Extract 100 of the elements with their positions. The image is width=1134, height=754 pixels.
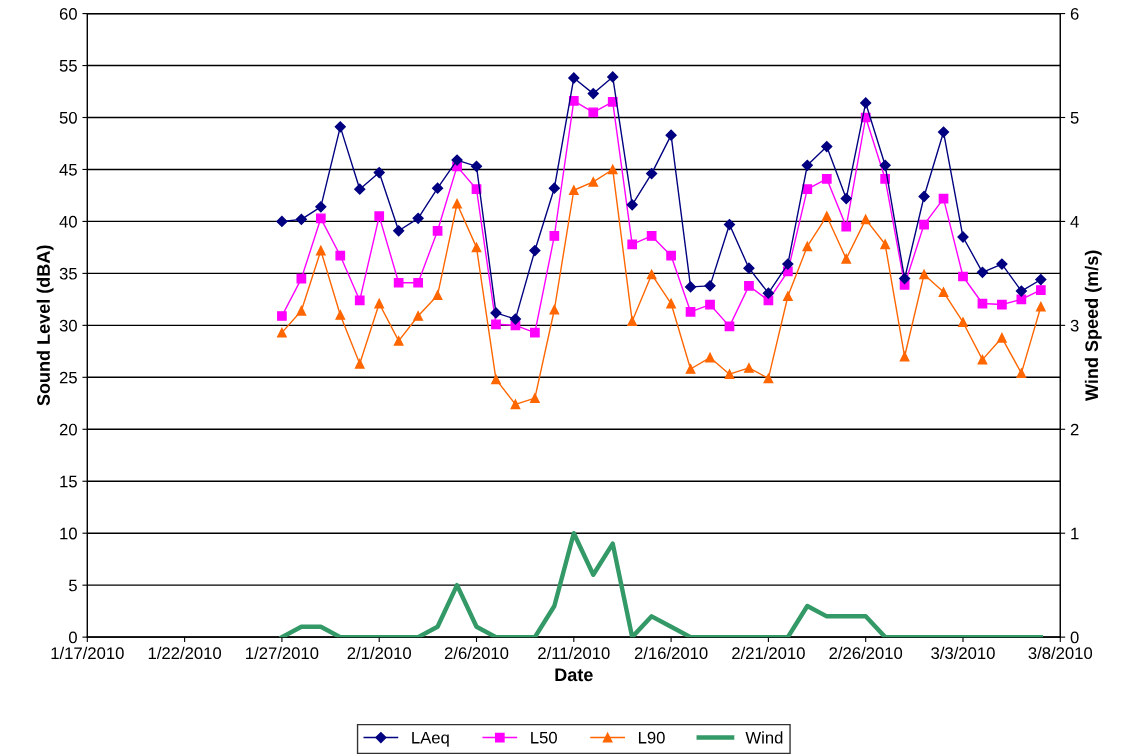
y-tick-label: 40 [59, 215, 77, 228]
x-tick-label: 3/3/2010 [931, 646, 995, 660]
point [841, 221, 852, 232]
point [744, 363, 754, 373]
point [529, 244, 541, 257]
point [958, 317, 968, 328]
point [685, 364, 696, 374]
point [918, 190, 930, 203]
y-tick-label: 0 [68, 631, 77, 644]
y-tick-label: 35 [59, 267, 77, 280]
point [801, 159, 813, 171]
point [666, 298, 676, 309]
point [627, 239, 638, 250]
point [1035, 301, 1046, 312]
point [549, 231, 560, 241]
point [665, 129, 677, 141]
point [354, 183, 366, 195]
y-tick-label: 55 [59, 60, 77, 72]
point [646, 269, 657, 280]
legend-label: Wind [745, 731, 783, 744]
point [1035, 274, 1047, 286]
point [354, 295, 365, 306]
point [315, 213, 326, 224]
line-series [279, 530, 1044, 638]
point [568, 96, 579, 106]
point [938, 287, 949, 297]
legend-label: LAeq [412, 731, 449, 747]
point [607, 164, 618, 175]
point [470, 160, 483, 172]
point [705, 299, 715, 310]
y-tick-label: 60 [59, 7, 77, 20]
point [548, 182, 560, 194]
point [744, 280, 754, 291]
point [996, 258, 1008, 270]
point [821, 211, 832, 222]
point [277, 327, 287, 338]
point [315, 245, 326, 256]
point [276, 215, 288, 228]
point [491, 374, 501, 385]
point [666, 250, 676, 261]
point [393, 277, 404, 288]
x-tick-label: 1/22/2010 [148, 646, 222, 660]
point [705, 352, 715, 363]
x-tick-label: 2/1/2010 [347, 646, 411, 660]
point [704, 280, 716, 292]
y-tick-label: 10 [60, 527, 77, 540]
point [374, 211, 385, 222]
point [607, 71, 619, 83]
point [880, 239, 891, 250]
point [782, 258, 794, 270]
x-tick-label: 2/26/2010 [829, 646, 903, 660]
point [841, 253, 852, 264]
y-tick-label: 50 [59, 111, 77, 124]
point [860, 214, 871, 225]
y2-tick-label: 0 [1070, 631, 1079, 644]
point [626, 199, 638, 211]
point [1035, 285, 1046, 295]
point [724, 369, 735, 380]
point [684, 281, 697, 293]
point [879, 159, 891, 171]
point [782, 291, 793, 302]
point [802, 241, 813, 252]
point [431, 182, 444, 194]
y2-tick-label: 3 [1070, 319, 1079, 332]
point [295, 213, 307, 225]
point [646, 168, 658, 180]
point [315, 201, 327, 213]
y2-tick-label: 4 [1070, 216, 1079, 228]
y2-tick-label: 2 [1070, 423, 1079, 436]
point [646, 231, 657, 241]
y-axis-title: Sound Level (dBA) [36, 245, 54, 406]
point [899, 272, 911, 285]
point [354, 358, 365, 369]
x-tick-label: 2/21/2010 [732, 646, 805, 660]
point [899, 351, 910, 362]
y-tick-label: 20 [59, 423, 77, 436]
point [277, 311, 287, 321]
point [373, 166, 385, 179]
x-axis-title: Date [555, 668, 593, 682]
point [452, 198, 462, 209]
point [530, 327, 540, 338]
point [937, 126, 950, 138]
point [997, 299, 1007, 310]
point [412, 212, 424, 224]
point [723, 218, 736, 231]
point [840, 192, 852, 205]
point [335, 310, 346, 320]
point [588, 177, 599, 187]
x-tick-label: 2/11/2010 [538, 646, 610, 660]
point [393, 225, 405, 237]
point [977, 354, 988, 365]
legend-label: L90 [638, 731, 665, 744]
point [976, 266, 989, 278]
point [763, 373, 774, 384]
y-tick-label: 25 [59, 371, 77, 384]
x-tick-label: 2/16/2010 [634, 646, 708, 660]
y-tick-label: 5 [68, 579, 77, 592]
y-tick-label: 30 [59, 319, 77, 332]
point [802, 184, 813, 195]
point [587, 87, 599, 100]
